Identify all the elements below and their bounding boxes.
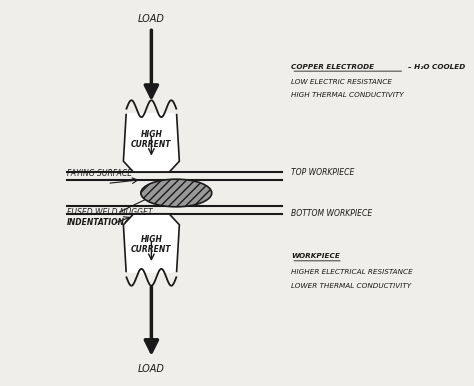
Text: INDENTATION: INDENTATION bbox=[67, 218, 125, 227]
Polygon shape bbox=[123, 214, 179, 277]
Text: HIGH
CURRENT: HIGH CURRENT bbox=[131, 130, 172, 149]
Text: – H₂O COOLED: – H₂O COOLED bbox=[408, 64, 465, 69]
Text: LOWER THERMAL CONDUCTIVITY: LOWER THERMAL CONDUCTIVITY bbox=[291, 283, 411, 289]
Ellipse shape bbox=[141, 179, 212, 207]
Text: WORKPIECE: WORKPIECE bbox=[291, 253, 340, 259]
Text: TOP WORKPIECE: TOP WORKPIECE bbox=[291, 168, 355, 177]
Text: FUSED WELD NUGGET: FUSED WELD NUGGET bbox=[67, 208, 153, 217]
Text: LOW ELECTRIC RESISTANCE: LOW ELECTRIC RESISTANCE bbox=[291, 79, 392, 85]
Text: HIGH THERMAL CONDUCTIVITY: HIGH THERMAL CONDUCTIVITY bbox=[291, 92, 404, 98]
Text: HIGHER ELECTRICAL RESISTANCE: HIGHER ELECTRICAL RESISTANCE bbox=[291, 269, 413, 274]
Text: LOAD: LOAD bbox=[138, 14, 165, 24]
Polygon shape bbox=[123, 109, 179, 172]
Text: HIGH
CURRENT: HIGH CURRENT bbox=[131, 235, 172, 254]
Text: BOTTOM WORKPIECE: BOTTOM WORKPIECE bbox=[291, 209, 373, 218]
Text: LOAD: LOAD bbox=[138, 364, 165, 374]
Text: COPPER ELECTRODE: COPPER ELECTRODE bbox=[291, 64, 374, 69]
Text: FAYING SURFACE: FAYING SURFACE bbox=[67, 169, 132, 178]
